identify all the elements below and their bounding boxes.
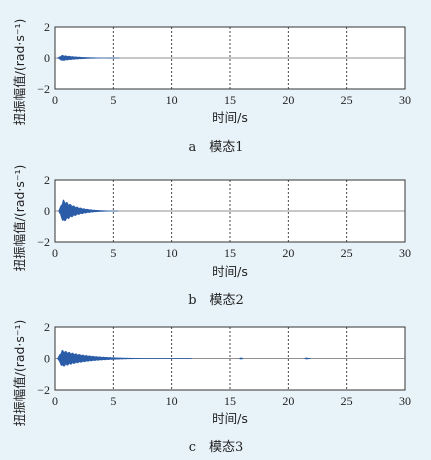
signal-series xyxy=(57,54,120,61)
x-tick-label: 0 xyxy=(52,394,58,408)
x-axis-label: 时间/s xyxy=(212,411,248,426)
signal-burst xyxy=(57,54,120,61)
x-tick-label: 25 xyxy=(341,93,353,107)
x-tick-labels: 0 5 10 15 20 25 30 xyxy=(52,246,411,260)
signal-series xyxy=(58,199,119,222)
y-tick-label: −2 xyxy=(37,235,50,249)
x-tick-label: 20 xyxy=(282,246,294,260)
signal-series xyxy=(57,349,311,367)
x-tick-label: 5 xyxy=(110,246,116,260)
y-tick-label: 0 xyxy=(44,352,50,366)
x-tick-label: 0 xyxy=(52,246,58,260)
signal-burst xyxy=(57,349,192,367)
x-axis-label: 时间/s xyxy=(212,264,248,279)
x-tick-label: 25 xyxy=(341,394,353,408)
y-tick-label: −2 xyxy=(37,383,50,397)
y-tick-labels: 2 0 −2 xyxy=(37,173,50,249)
x-tick-label: 30 xyxy=(399,93,411,107)
x-tick-label: 10 xyxy=(166,246,178,260)
y-tick-label: 2 xyxy=(44,173,50,187)
panel-mode-3: 扭振幅值/(rad·s⁻¹) 0 5 10 15 20 25 30 20−2 时间/s c … xyxy=(12,320,411,455)
signal-burst xyxy=(304,357,311,360)
y-tick-labels: 2 0 −2 xyxy=(37,320,50,397)
x-tick-label: 10 xyxy=(166,394,178,408)
panel-mode-1: 扭振幅值/(rad·s⁻¹) 0 5 10 15 20 25 30 20−2 时间/s a … xyxy=(12,19,411,155)
x-tick-label: 20 xyxy=(282,93,294,107)
x-axis-label: 时间/s xyxy=(212,110,248,125)
x-tick-label: 30 xyxy=(399,394,411,408)
y-tick-label: 2 xyxy=(44,320,50,334)
x-tick-label: 15 xyxy=(224,246,236,260)
y-axis-label: 扭振幅值/(rad·s⁻¹) xyxy=(12,320,27,427)
y-axis-label: 扭振幅值/(rad·s⁻¹) xyxy=(12,19,27,126)
panel-caption: a 模态1 xyxy=(188,140,243,155)
panel-caption: b 模态2 xyxy=(188,293,244,308)
x-gridlines xyxy=(112,327,348,390)
signal-burst xyxy=(239,357,243,360)
x-tick-label: 20 xyxy=(282,394,294,408)
x-tick-label: 25 xyxy=(341,246,353,260)
y-tick-label: −2 xyxy=(37,82,50,96)
x-tick-label: 5 xyxy=(110,394,116,408)
y-tick-label: 2 xyxy=(44,20,50,34)
y-axis-label: 扭振幅值/(rad·s⁻¹) xyxy=(12,165,27,272)
x-tick-label: 10 xyxy=(166,93,178,107)
x-tick-label: 15 xyxy=(224,93,236,107)
y-tick-label: 0 xyxy=(44,51,50,65)
x-tick-label: 5 xyxy=(110,93,116,107)
y-tick-label: 0 xyxy=(44,204,50,218)
x-tick-labels: 0 5 10 15 20 25 30 xyxy=(52,93,411,107)
x-tick-label: 15 xyxy=(224,394,236,408)
panel-mode-2: 扭振幅值/(rad·s⁻¹) 0 5 10 15 20 25 30 20−2 时间/s b … xyxy=(12,165,411,308)
signal-burst xyxy=(58,199,119,222)
x-tick-label: 0 xyxy=(52,93,58,107)
panel-caption: c 模态3 xyxy=(189,440,244,455)
x-tick-label: 30 xyxy=(399,246,411,260)
y-tick-labels: 2 0 −2 xyxy=(37,20,50,96)
x-tick-labels: 0 5 10 15 20 25 30 xyxy=(52,394,411,408)
